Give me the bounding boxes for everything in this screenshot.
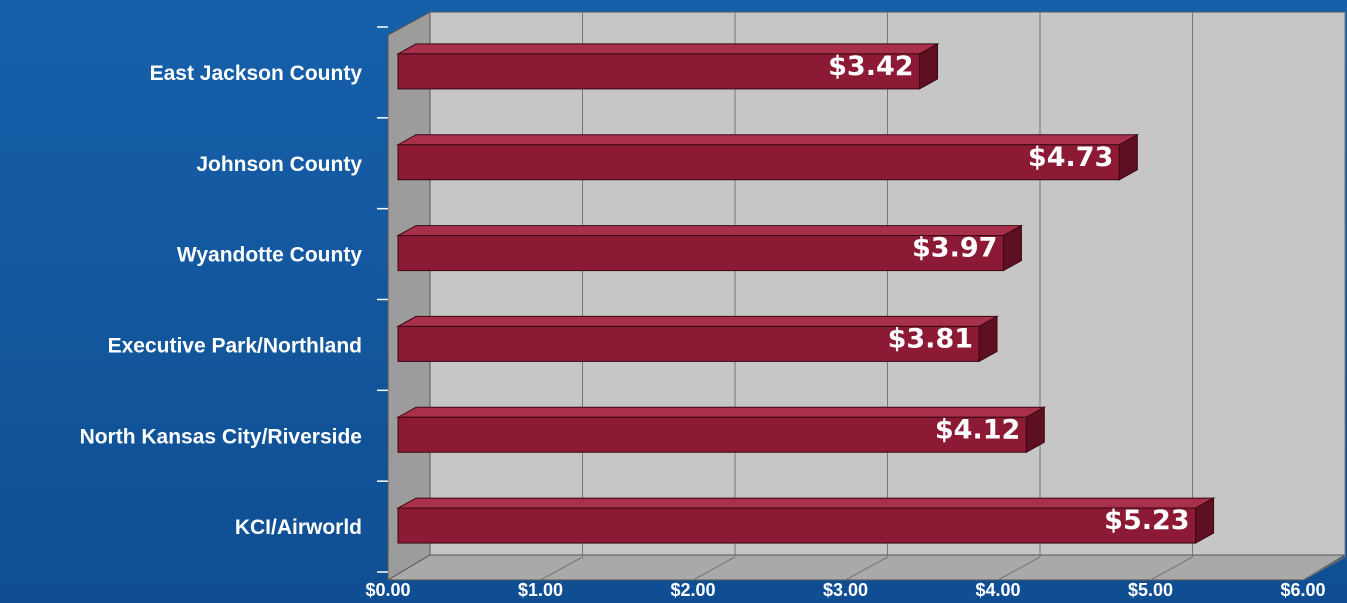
grid-line <box>1302 556 1346 581</box>
x-tick-label: $6.00 <box>1280 580 1325 600</box>
x-tick-label: $3.00 <box>823 580 868 600</box>
bar <box>397 416 1027 453</box>
x-tick-label: $1.00 <box>518 580 563 600</box>
value-label: $3.81 <box>888 323 973 354</box>
value-label: $3.97 <box>912 233 997 264</box>
value-label: $4.12 <box>935 414 1020 445</box>
grid-line <box>997 556 1041 581</box>
y-tick-label: North Kansas City/Riverside <box>80 425 362 448</box>
bar-top <box>396 497 1216 509</box>
grid-line <box>845 556 888 581</box>
value-label: $3.42 <box>828 51 913 82</box>
bar <box>397 507 1197 544</box>
x-tick-label: $5.00 <box>1128 580 1173 600</box>
value-label: $5.23 <box>1104 505 1189 536</box>
y-tick-label: Johnson County <box>196 153 362 176</box>
x-tick-label: $0.00 <box>365 580 410 600</box>
grid-line <box>540 556 583 581</box>
y-tick-label: Executive Park/Northland <box>108 334 362 357</box>
grid-line <box>1150 556 1193 581</box>
bar <box>397 235 1004 272</box>
grid-line <box>692 556 736 581</box>
value-label: $4.73 <box>1028 142 1113 173</box>
x-tick-label: $2.00 <box>670 580 715 600</box>
bar <box>397 325 980 362</box>
x-tick-label: $4.00 <box>975 580 1020 600</box>
y-tick-label: East Jackson County <box>150 62 363 85</box>
bar <box>397 144 1120 181</box>
y-tick-label: Wyandotte County <box>177 244 362 267</box>
floor <box>386 554 1347 581</box>
side-wall <box>387 11 431 581</box>
bar-top <box>396 134 1140 146</box>
y-tick-label: KCI/Airworld <box>235 516 362 539</box>
bar <box>397 53 921 90</box>
